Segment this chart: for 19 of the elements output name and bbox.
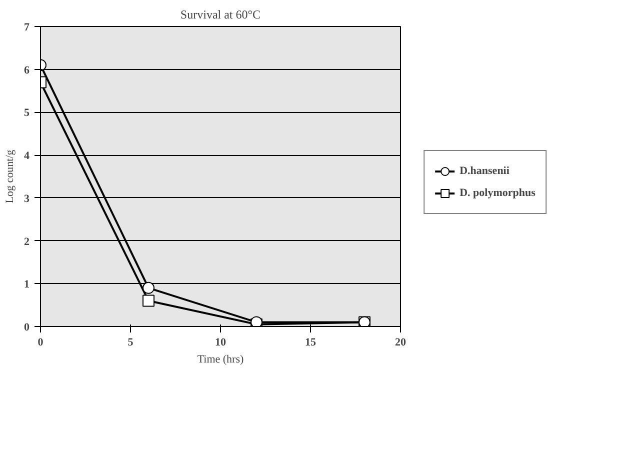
y-tick-label: 7 <box>24 22 30 34</box>
y-tick-label: 6 <box>24 64 30 76</box>
y-axis-title: Log count/g <box>4 149 16 204</box>
y-tick-label: 2 <box>24 236 30 248</box>
y-tick-label: 3 <box>24 192 30 205</box>
x-axis-title: Time (hrs) <box>197 354 244 366</box>
x-tick-label: 15 <box>305 336 316 348</box>
x-tick-label: 0 <box>38 336 44 348</box>
legend-label: D.hansenii <box>460 165 510 177</box>
y-tick-label: 1 <box>24 278 30 291</box>
legend-label: D. polymorphus <box>460 187 536 199</box>
x-tick-label: 20 <box>395 336 406 348</box>
chart-title: Survival at 60°C <box>180 8 261 22</box>
y-tick-label: 4 <box>24 150 30 162</box>
x-tick-label: 5 <box>128 336 134 348</box>
y-tick-label: 0 <box>24 322 30 334</box>
y-tick-label: 5 <box>24 107 30 120</box>
x-tick-label: 10 <box>215 336 226 348</box>
point <box>142 282 154 294</box>
